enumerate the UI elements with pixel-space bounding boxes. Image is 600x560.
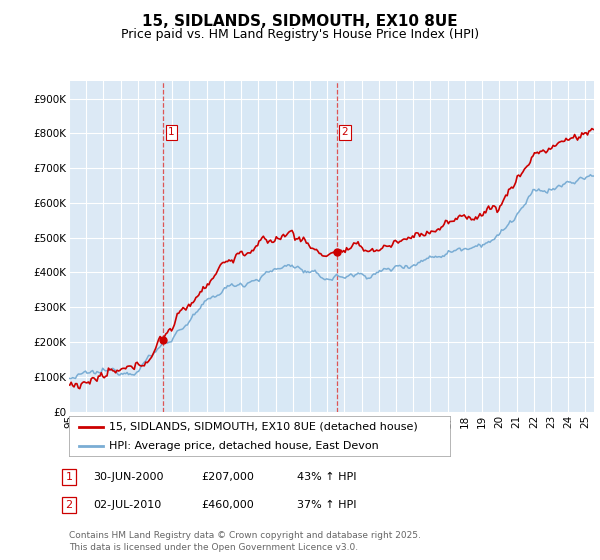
Text: HPI: Average price, detached house, East Devon: HPI: Average price, detached house, East… <box>109 441 379 450</box>
Text: 37% ↑ HPI: 37% ↑ HPI <box>297 500 356 510</box>
Bar <box>163 81 337 412</box>
Text: 15, SIDLANDS, SIDMOUTH, EX10 8UE: 15, SIDLANDS, SIDMOUTH, EX10 8UE <box>142 14 458 29</box>
Text: 15, SIDLANDS, SIDMOUTH, EX10 8UE (detached house): 15, SIDLANDS, SIDMOUTH, EX10 8UE (detach… <box>109 422 418 432</box>
Text: Contains HM Land Registry data © Crown copyright and database right 2025.
This d: Contains HM Land Registry data © Crown c… <box>69 531 421 552</box>
Text: £207,000: £207,000 <box>201 472 254 482</box>
Text: Price paid vs. HM Land Registry's House Price Index (HPI): Price paid vs. HM Land Registry's House … <box>121 28 479 41</box>
Text: 1: 1 <box>168 128 175 137</box>
Text: 43% ↑ HPI: 43% ↑ HPI <box>297 472 356 482</box>
Text: 30-JUN-2000: 30-JUN-2000 <box>93 472 163 482</box>
Text: 1: 1 <box>65 472 73 482</box>
Text: 02-JUL-2010: 02-JUL-2010 <box>93 500 161 510</box>
Text: 2: 2 <box>65 500 73 510</box>
Text: 2: 2 <box>341 128 349 137</box>
Text: £460,000: £460,000 <box>201 500 254 510</box>
